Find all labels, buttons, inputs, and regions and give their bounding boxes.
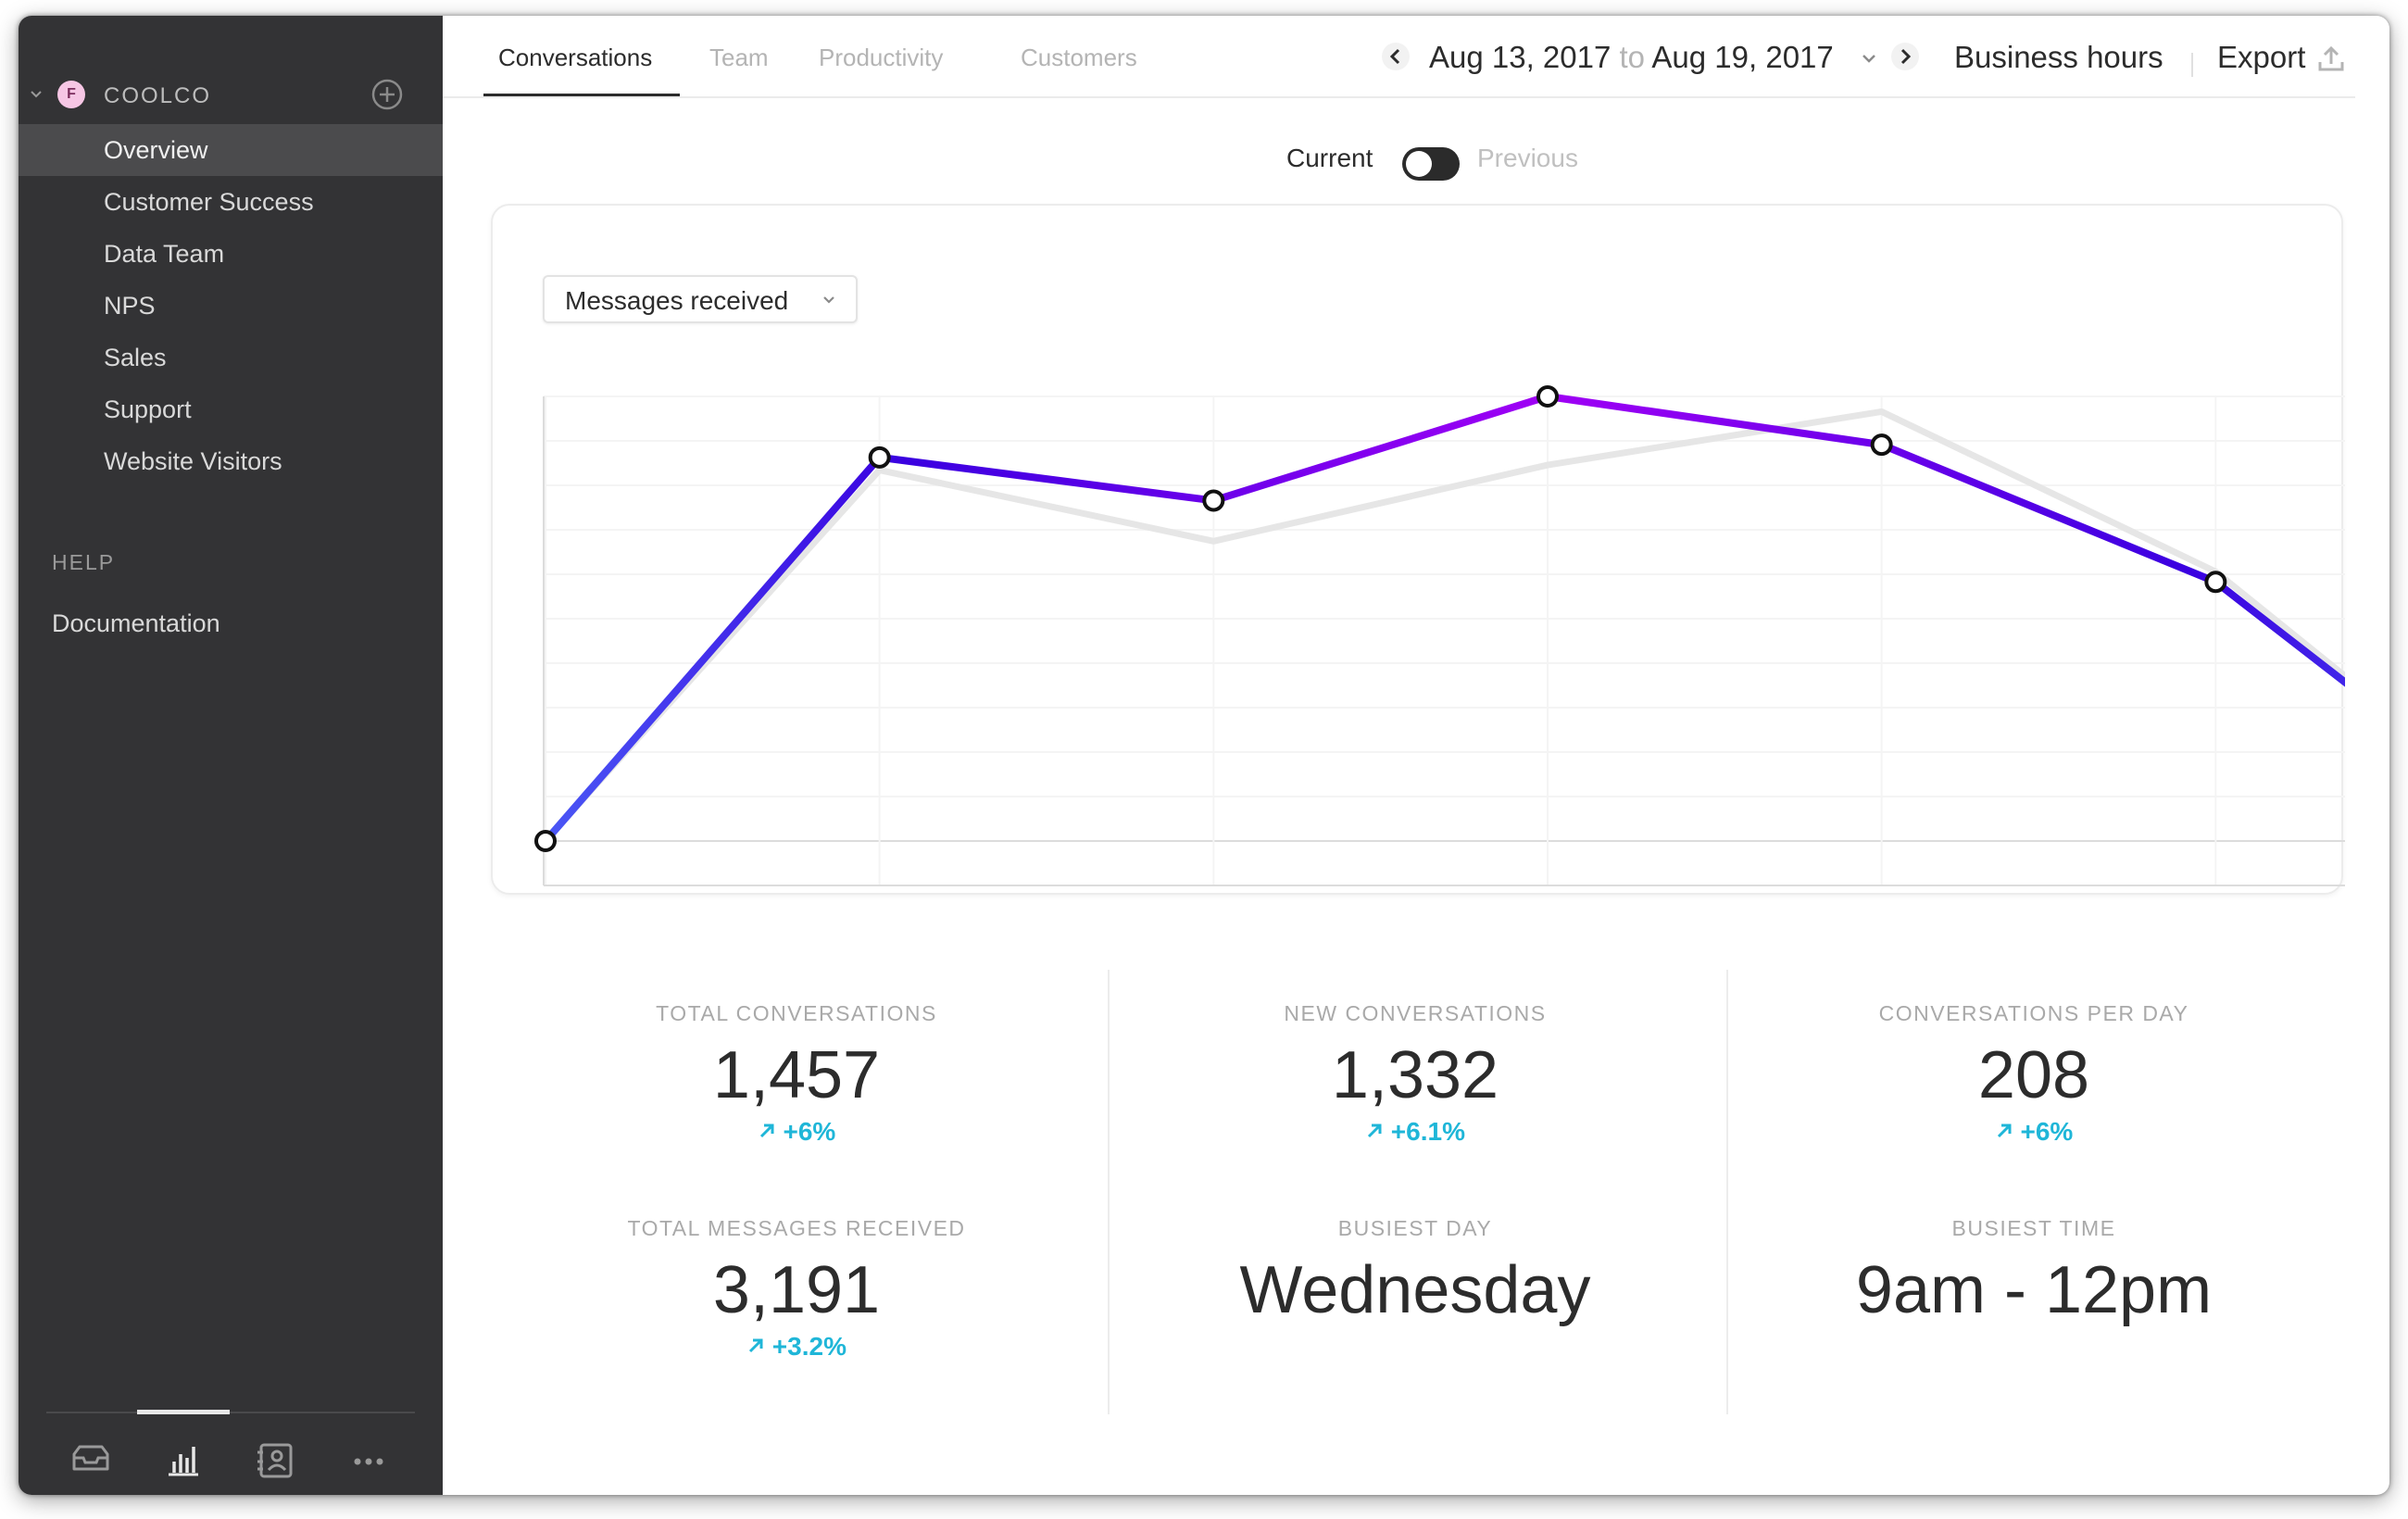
more-icon[interactable] <box>341 1437 396 1484</box>
data-point <box>534 830 557 852</box>
chevron-down-icon[interactable] <box>1860 49 1878 68</box>
toggle-current-label[interactable]: Current <box>1286 144 1373 172</box>
data-point <box>1870 433 1893 457</box>
date-range-picker[interactable]: Aug 13, 2017 to Aug 19, 2017 <box>1429 40 1834 75</box>
chevron-right-icon[interactable] <box>1889 41 1921 72</box>
reports-icon[interactable] <box>156 1437 211 1484</box>
sidebar-item-overview[interactable]: Overview <box>19 124 443 176</box>
bottom-nav-divider <box>46 1412 415 1413</box>
help-section-label: HELP <box>52 550 116 574</box>
stats-divider <box>1726 970 1728 1414</box>
stat-value: Wednesday <box>1239 1253 1591 1327</box>
sidebar-item-nps[interactable]: NPS <box>104 292 156 320</box>
stat-label: TOTAL CONVERSATIONS <box>656 1001 937 1025</box>
top-bar-border <box>443 96 2355 98</box>
stats-grid: TOTAL CONVERSATIONS 1,457 +6% NEW CONVER… <box>491 970 2343 1433</box>
stat-change: +6% <box>1728 1117 2339 1147</box>
stat-change-value: +3.2% <box>771 1332 847 1361</box>
stat-label: TOTAL MESSAGES RECEIVED <box>627 1216 966 1240</box>
data-point <box>2204 571 2227 594</box>
upload-icon[interactable] <box>2317 44 2345 73</box>
stat-total-conversations: TOTAL CONVERSATIONS 1,457 +6% <box>491 1001 1102 1147</box>
arrow-up-right-icon <box>1367 1124 1382 1138</box>
stat-new-conversations: NEW CONVERSATIONS 1,332 +6.1% <box>1110 1001 1721 1147</box>
stat-change: +6% <box>491 1117 1102 1147</box>
messages-line-chart: SundayMondayTuesdayWednesdayThursdayFrid… <box>534 385 2345 886</box>
sidebar: F COOLCO Overview Customer Success Data … <box>19 16 443 1495</box>
stat-busiest-time: BUSIEST TIME 9am - 12pm <box>1728 1216 2339 1326</box>
chevron-down-icon <box>823 296 834 304</box>
sidebar-item-website-visitors[interactable]: Website Visitors <box>104 447 282 475</box>
stat-busiest-day: BUSIEST DAY Wednesday <box>1110 1216 1721 1326</box>
sidebar-item-data-team[interactable]: Data Team <box>104 240 225 268</box>
chart-card: Messages received SundayMondayTuesdayWed… <box>491 204 2345 895</box>
stat-total-messages-received: TOTAL MESSAGES RECEIVED 3,191 +3.2% <box>491 1216 1102 1362</box>
active-tab-underline <box>483 94 680 97</box>
tab-productivity[interactable]: Productivity <box>819 44 944 71</box>
date-start: Aug 13, 2017 <box>1429 40 1612 74</box>
data-point <box>1202 489 1225 512</box>
header-divider <box>2191 53 2193 77</box>
stat-label: CONVERSATIONS PER DAY <box>1878 1001 2189 1025</box>
toggle-previous-label[interactable]: Previous <box>1477 144 1578 172</box>
stat-value: 208 <box>1977 1038 2090 1112</box>
data-point <box>868 446 891 469</box>
stat-change: +6.1% <box>1110 1117 1721 1147</box>
period-toggle-row: Current Previous <box>443 131 2389 186</box>
series-line-previous <box>543 408 2345 844</box>
export-button[interactable]: Export <box>2217 40 2306 74</box>
stat-label: BUSIEST DAY <box>1337 1216 1493 1240</box>
tab-conversations[interactable]: Conversations <box>498 44 653 71</box>
chevron-left-icon[interactable] <box>1380 41 1411 72</box>
chevron-down-icon[interactable] <box>30 88 43 101</box>
tab-team[interactable]: Team <box>709 44 769 71</box>
stat-value: 1,457 <box>712 1038 881 1112</box>
bottom-nav-active-indicator <box>137 1410 230 1414</box>
data-point <box>1536 385 1559 408</box>
stat-label: NEW CONVERSATIONS <box>1284 1001 1547 1025</box>
org-name[interactable]: COOLCO <box>104 83 212 108</box>
metric-select-label: Messages received <box>565 286 789 315</box>
contacts-icon[interactable] <box>248 1437 304 1484</box>
sidebar-item-sales[interactable]: Sales <box>104 344 167 371</box>
stat-value: 1,332 <box>1331 1038 1499 1112</box>
main-content: Conversations Team Productivity Customer… <box>443 16 2389 1495</box>
arrow-up-right-icon <box>748 1338 763 1353</box>
documentation-link[interactable]: Documentation <box>52 609 220 637</box>
date-to-label: to <box>1619 40 1646 74</box>
stat-change-value: +6.1% <box>1390 1117 1465 1146</box>
sidebar-item-customer-success[interactable]: Customer Success <box>104 188 314 216</box>
stats-divider <box>1108 970 1110 1414</box>
sidebar-item-support[interactable]: Support <box>104 395 192 423</box>
stat-conversations-per-day: CONVERSATIONS PER DAY 208 +6% <box>1728 1001 2339 1147</box>
stat-label: BUSIEST TIME <box>1951 1216 2116 1240</box>
stat-value: 3,191 <box>712 1253 881 1327</box>
toggle-knob <box>1406 151 1432 177</box>
inbox-icon[interactable] <box>63 1437 119 1484</box>
org-switcher[interactable]: F COOLCO <box>19 71 443 118</box>
stat-change-value: +6% <box>783 1117 836 1146</box>
add-icon[interactable] <box>370 78 404 111</box>
period-toggle[interactable] <box>1402 147 1460 181</box>
stat-value: 9am - 12pm <box>1855 1253 2213 1327</box>
metric-select[interactable]: Messages received <box>543 275 858 323</box>
tab-customers[interactable]: Customers <box>1021 44 1137 71</box>
app-window: F COOLCO Overview Customer Success Data … <box>19 16 2389 1495</box>
date-end: Aug 19, 2017 <box>1651 40 1834 74</box>
stat-change: +3.2% <box>491 1332 1102 1362</box>
stat-change-value: +6% <box>2020 1117 2074 1146</box>
org-avatar: F <box>57 81 85 108</box>
arrow-up-right-icon <box>1997 1124 2012 1138</box>
top-bar: Conversations Team Productivity Customer… <box>443 16 2389 97</box>
arrow-up-right-icon <box>759 1124 774 1138</box>
business-hours-button[interactable]: Business hours <box>1954 40 2163 74</box>
